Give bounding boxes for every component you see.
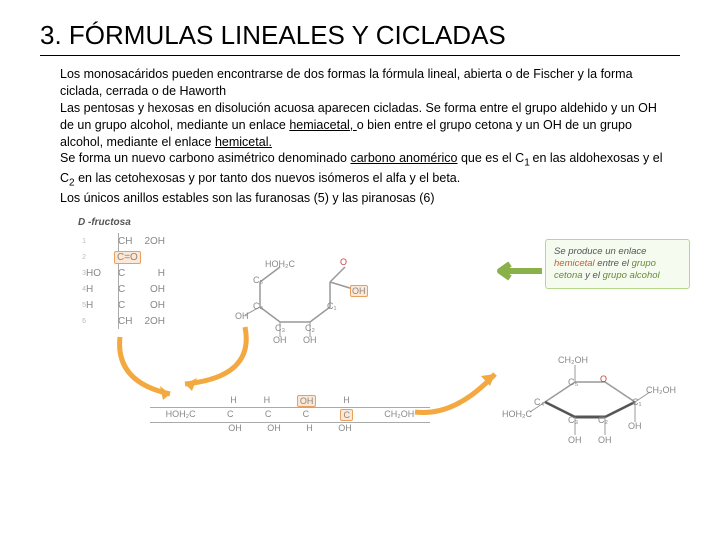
- pir-c4: C₄: [534, 397, 544, 407]
- p3-anomeric: carbono anomérico: [350, 151, 457, 165]
- open-ring-c4: C₄: [253, 301, 263, 311]
- piranose-ring: CH₂OH O C₅ C₄ C₃ C₂ C₁ CH₂OH OH OH OH HO…: [490, 347, 680, 477]
- open-ring-hoh2c: HOH₂C: [265, 259, 295, 269]
- callout-mid2: y el: [583, 270, 603, 281]
- open-ring-o: O: [340, 257, 347, 267]
- arrow-3: [410, 362, 510, 427]
- paragraph-4: Los únicos anillos estables son las fura…: [60, 190, 670, 207]
- p3-sub1: 1: [524, 158, 532, 169]
- pir-ch2oh-2: CH₂OH: [646, 385, 676, 395]
- body-text: Los monosacáridos pueden encontrarse de …: [40, 66, 680, 207]
- open-ring-oh3: OH: [273, 335, 287, 345]
- fructose-label: D -fructosa: [78, 217, 131, 228]
- arrow-2: [170, 322, 260, 397]
- chemistry-diagram: D -fructosa 1CH2OH2C=O3HOCH4HCOH5HCOH6CH…: [60, 217, 700, 487]
- p2-hemiacetal: hemiacetal,: [289, 118, 356, 132]
- p3-d: en las cetohexosas y por tanto dos nuevo…: [75, 171, 461, 185]
- open-ring-oh4: OH: [235, 311, 249, 321]
- callout-arrow: [492, 259, 542, 283]
- fischer-row: 6CH2OH: [80, 313, 165, 329]
- callout-hemicetal: hemicetal: [554, 258, 595, 269]
- page-title: 3. FÓRMULAS LINEALES Y CICLADAS: [40, 20, 680, 56]
- pir-ch2oh: CH₂OH: [558, 355, 588, 365]
- pir-o: O: [600, 374, 607, 384]
- pir-c1: C₁: [632, 397, 642, 407]
- fischer-row: 4HCOH: [80, 281, 165, 297]
- p3-b: que es el C: [457, 151, 524, 165]
- pir-c3: C₃: [568, 415, 578, 425]
- open-ring-c5: C₅: [253, 275, 263, 285]
- pir-c2: C₂: [598, 415, 608, 425]
- paragraph-1: Los monosacáridos pueden encontrarse de …: [60, 66, 670, 100]
- fischer-row: 5HCOH: [80, 297, 165, 313]
- callout-mid: entre el: [595, 258, 632, 269]
- fischer-row: 3HOCH: [80, 265, 165, 281]
- callout-box: Se produce un enlace hemicetal entre el …: [545, 239, 690, 289]
- open-ring-c1: C₁: [327, 301, 337, 311]
- p2-hemicetal: hemicetal.: [215, 135, 272, 149]
- fischer-row: 1CH2OH: [80, 233, 165, 249]
- paragraph-3: Se forma un nuevo carbono asimétrico den…: [60, 150, 670, 190]
- callout-alcohol: grupo alcohol: [603, 270, 660, 281]
- pir-oh-2: OH: [598, 435, 612, 445]
- open-ring-oh2: OH: [303, 335, 317, 345]
- pir-c5: C₅: [568, 377, 578, 387]
- pir-oh-3: OH: [568, 435, 582, 445]
- open-ring-c3: C₃: [275, 323, 285, 333]
- open-ring-c2: C₂: [305, 323, 315, 333]
- pir-oh-1: OH: [628, 421, 642, 431]
- fischer-row: 2C=O: [80, 249, 165, 265]
- open-ring-oh-highlight: OH: [350, 285, 368, 297]
- p3-a: Se forma un nuevo carbono asimétrico den…: [60, 151, 350, 165]
- paragraph-2: Las pentosas y hexosas en disolución acu…: [60, 100, 670, 151]
- fischer-projection: 1CH2OH2C=O3HOCH4HCOH5HCOH6CH2OH: [80, 233, 165, 329]
- callout-pre: Se produce un enlace: [554, 246, 646, 257]
